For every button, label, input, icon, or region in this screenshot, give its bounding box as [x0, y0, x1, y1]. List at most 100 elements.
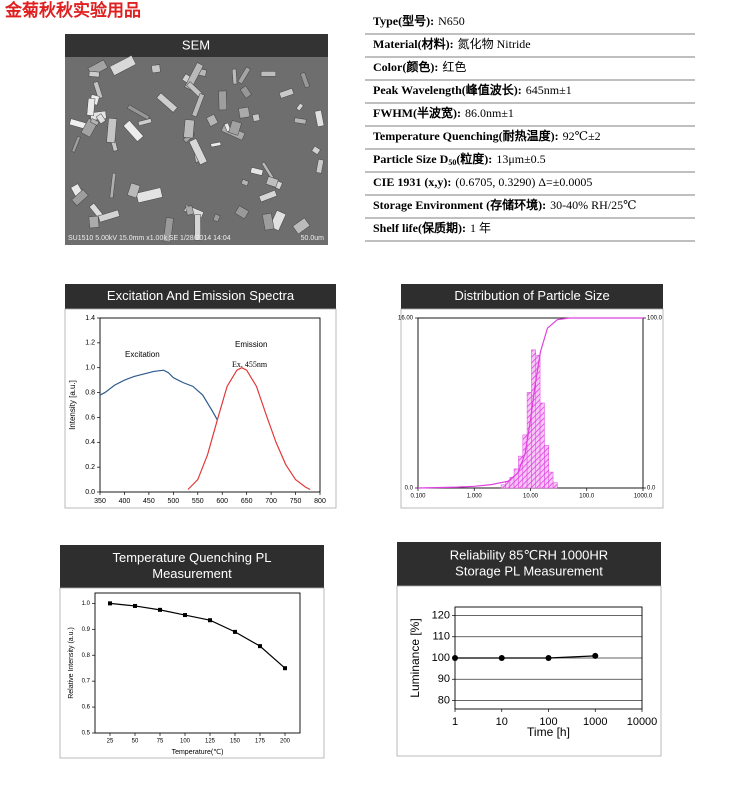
x-tick-label: 700 — [265, 498, 277, 505]
point — [452, 655, 458, 661]
chart-frame — [396, 585, 662, 757]
crystal — [185, 205, 195, 216]
x-tick-label: 175 — [255, 739, 266, 745]
x-tick-label: 200 — [280, 739, 291, 745]
spec-value: N650 — [438, 14, 465, 28]
x-tick-label: 50 — [132, 739, 139, 745]
page-title: 金菊秋秋实验用品 — [4, 0, 141, 20]
histogram-bar — [548, 471, 554, 489]
x-tick-label: 800 — [314, 498, 326, 505]
crystal — [151, 64, 161, 74]
x-tick-label: 1 — [452, 716, 458, 728]
series-line — [417, 317, 643, 489]
sem-scale: 50.0um — [301, 235, 325, 242]
x-tick-label: 0.100 — [410, 494, 426, 500]
histogram-bar — [539, 402, 545, 489]
crystal — [109, 172, 117, 199]
y-axis-label: Luminance [%] — [408, 618, 422, 697]
plot-area — [94, 592, 301, 734]
x-tick-label: 1000 — [583, 716, 607, 728]
y-tick-label: 0.5 — [82, 731, 91, 737]
crystal — [188, 138, 208, 166]
histogram-bar — [500, 484, 506, 489]
chart-frame — [64, 308, 337, 509]
x-axis-label: Temperature(℃) — [172, 749, 224, 756]
crystal — [239, 85, 252, 99]
point — [258, 644, 262, 649]
crystal — [218, 90, 227, 111]
crystal — [292, 217, 311, 235]
crystal — [194, 214, 201, 241]
spec-row: CIE 1931 (x,y): (0.6705, 0.3290) Δ=±0.000… — [373, 175, 592, 189]
y-tick-label: 0.8 — [85, 389, 95, 396]
crystal — [137, 118, 153, 126]
crystal — [126, 104, 150, 121]
crystal — [238, 106, 251, 119]
spec-row: Particle Size D50(粒度): 13μm±0.5 — [373, 151, 546, 167]
crystal — [311, 145, 321, 155]
chart-title: Temperature Quenching PL — [113, 550, 272, 565]
spec-value: 1 年 — [470, 221, 491, 235]
y-axis-label: Relative Intensity (a.u.) — [68, 627, 75, 699]
crystal — [265, 176, 279, 188]
crystal — [240, 178, 250, 187]
crystal — [89, 118, 100, 126]
x-tick-label: 75 — [157, 739, 164, 745]
sem-title-bar — [65, 34, 328, 57]
crystal — [293, 117, 307, 125]
y-tick-label: 0.2 — [85, 464, 95, 471]
spec-value: 13μm±0.5 — [496, 152, 545, 166]
spec-value: 30-40% RH/25℃ — [550, 198, 636, 212]
spec-value: 92℃±2 — [563, 129, 601, 143]
y-axis-label: Intensity [a.u.] — [68, 380, 77, 430]
series-name: Emission — [235, 340, 267, 349]
x-tick-label: 125 — [205, 739, 216, 745]
spec-label: Color(颜色): — [373, 59, 438, 74]
histogram-bar — [544, 445, 549, 489]
point — [108, 601, 112, 606]
crystal — [250, 167, 264, 176]
crystal — [156, 92, 178, 113]
crystal — [127, 182, 141, 199]
y-tick-label: 0.8 — [82, 653, 91, 659]
crystal — [71, 189, 89, 207]
chart-title: Reliability 85℃RH 1000HR — [450, 547, 608, 562]
crystal — [295, 102, 304, 112]
y-tick-label: 120 — [432, 609, 450, 621]
x-tick-label: 10 — [496, 716, 508, 728]
y-tick-label: 0.7 — [82, 679, 91, 685]
y-tick-label: 1.2 — [85, 340, 95, 347]
y2-tick-label: 0.0 — [647, 486, 656, 492]
crystal — [97, 209, 121, 223]
chart-title: Excitation And Emission Spectra — [107, 288, 295, 303]
spec-row: Color(颜色): 红色 — [373, 59, 466, 74]
crystal — [261, 212, 275, 231]
spec-label: Shelf life(保质期): — [373, 220, 466, 235]
sem-title: SEM — [182, 37, 210, 52]
x-tick-label: 400 — [119, 498, 131, 505]
sem-crystals — [69, 55, 325, 243]
series-line — [99, 369, 218, 421]
x-tick-label: 10.00 — [523, 494, 539, 500]
crystal — [88, 215, 100, 229]
y-tick-label: 1.0 — [82, 601, 91, 607]
crystal — [71, 135, 81, 153]
crystal — [260, 71, 277, 77]
spec-value: 红色 — [442, 59, 466, 74]
plot-area — [99, 317, 321, 493]
crystal — [162, 217, 174, 243]
point — [158, 607, 162, 612]
crystal — [278, 87, 295, 99]
sem-caption: SU1510 5.00kV 15.0mm x1.00k SE 1/28/2014… — [68, 235, 231, 242]
histogram-bar — [531, 349, 537, 489]
x-tick-label: 1.000 — [467, 494, 483, 500]
crystal — [106, 117, 118, 144]
crystal — [231, 68, 238, 85]
series-name: Excitation — [125, 350, 160, 359]
x-tick-label: 25 — [107, 739, 114, 745]
x-tick-label: 750 — [290, 498, 302, 505]
crystal — [237, 66, 251, 85]
spec-row: Temperature Quenching(耐热温度): 92℃±2 — [373, 128, 601, 143]
y-tick-label: 1.4 — [85, 315, 95, 322]
